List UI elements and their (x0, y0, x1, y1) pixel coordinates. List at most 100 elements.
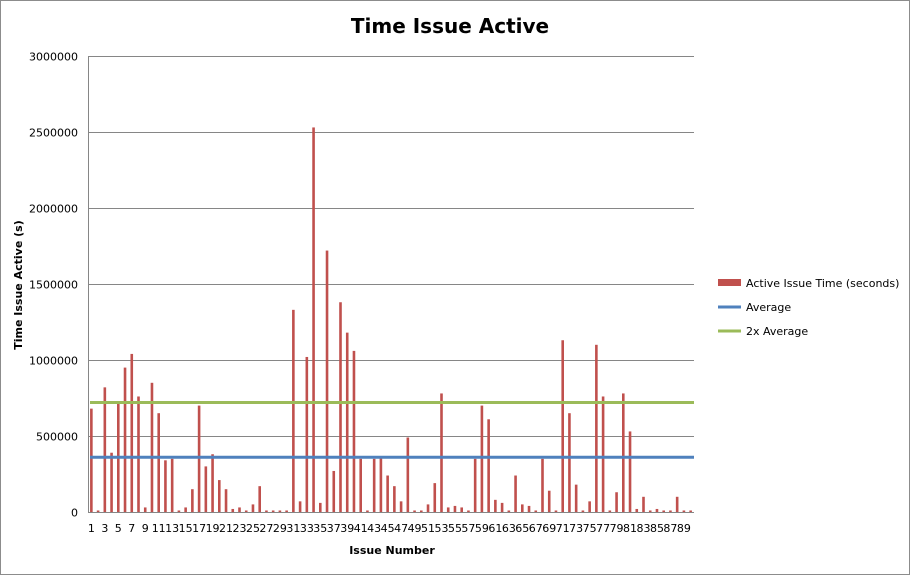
x-tick-label: 65 (515, 522, 529, 535)
bar-issue-64 (514, 475, 517, 512)
bar-issue-45 (386, 475, 389, 512)
bar-issue-9 (143, 507, 147, 512)
x-tick-label: 7 (128, 522, 135, 535)
x-tick-label: 37 (327, 522, 341, 535)
bar-issue-84 (648, 510, 652, 512)
bar-issue-85 (655, 508, 659, 512)
bar-issue-36 (325, 250, 329, 512)
bar-issue-6 (123, 367, 127, 512)
y-tick-label: 1000000 (29, 355, 78, 368)
bar-issue-13 (170, 458, 174, 512)
x-tick-label: 77 (596, 522, 610, 535)
bar-issue-72 (568, 413, 571, 512)
bar-issue-75 (588, 501, 591, 512)
bar-issue-89 (682, 510, 686, 512)
x-tick-label: 59 (475, 522, 489, 535)
bar-issue-24 (244, 510, 248, 512)
x-tick-label: 5 (115, 522, 122, 535)
bar-issue-90 (689, 510, 692, 512)
x-tick-label: 35 (313, 522, 327, 535)
bar-issue-20 (218, 480, 221, 512)
bar-issue-29 (278, 510, 282, 512)
bar-issue-30 (285, 510, 288, 512)
bar-issue-26 (258, 486, 261, 512)
bar-issue-11 (157, 413, 160, 512)
bar-issue-21 (224, 489, 228, 512)
bar-issue-19 (211, 454, 214, 512)
x-tick-label: 9 (142, 522, 149, 535)
legend-label: 2x Average (746, 325, 808, 338)
x-tick-label: 87 (663, 522, 677, 535)
bar-issue-47 (399, 501, 403, 512)
x-tick-label: 33 (300, 522, 314, 535)
bar-issue-52 (433, 483, 437, 512)
bar-issue-60 (487, 419, 490, 512)
x-tick-label: 27 (259, 522, 273, 535)
y-tick-label: 2000000 (29, 203, 78, 216)
y-axis-title: Time Issue Active (s) (12, 220, 25, 349)
bar-issue-44 (379, 457, 383, 512)
x-tick-label: 55 (448, 522, 462, 535)
y-tick-label: 1500000 (29, 279, 78, 292)
bar-issue-69 (547, 490, 551, 512)
x-tick-label: 3 (101, 522, 108, 535)
bar-issue-12 (164, 460, 167, 512)
bar-issue-53 (440, 393, 443, 512)
bar-issue-80 (622, 393, 625, 512)
x-tick-label: 15 (179, 522, 193, 535)
bar-issue-51 (426, 504, 430, 512)
x-tick-label: 79 (610, 522, 624, 535)
bar-issue-35 (319, 502, 322, 512)
bar-issue-39 (345, 332, 349, 512)
legend: Active Issue Time (seconds) Average 2x Ave… (718, 277, 899, 338)
bar-issue-74 (581, 510, 585, 512)
x-tick-label: 69 (542, 522, 556, 535)
bar-issue-71 (561, 340, 564, 512)
bar-issue-63 (507, 510, 511, 512)
bar-issue-41 (359, 458, 362, 512)
bar-issue-76 (595, 344, 598, 512)
legend-label: Active Issue Time (seconds) (746, 277, 899, 290)
bar-issue-50 (420, 510, 423, 512)
bar-issue-78 (608, 510, 612, 512)
bar-issue-37 (332, 470, 336, 512)
x-tick-label: 83 (637, 522, 651, 535)
bar-issue-33 (305, 356, 309, 512)
x-tick-label: 61 (488, 522, 502, 535)
bar-issue-15 (184, 507, 187, 512)
bar-issue-73 (574, 484, 578, 512)
x-tick-label: 49 (408, 522, 422, 535)
bar-issue-22 (231, 508, 235, 512)
bar-issue-10 (150, 382, 154, 512)
bar-issue-87 (669, 510, 672, 512)
bar-issue-48 (406, 437, 410, 512)
bar-issue-58 (473, 458, 477, 512)
bar-issue-46 (393, 486, 396, 512)
x-tick-label: 31 (286, 522, 300, 535)
x-tick-label: 21 (219, 522, 233, 535)
x-tick-label: 67 (529, 522, 543, 535)
x-tick-label: 45 (381, 522, 395, 535)
x-tick-label: 81 (623, 522, 637, 535)
bar-issue-2 (96, 510, 100, 512)
reference-lines (90, 401, 694, 459)
bar-issue-34 (312, 127, 315, 512)
bar-issue-8 (137, 396, 140, 512)
bar-issue-62 (500, 502, 504, 512)
bar-issue-68 (541, 458, 544, 512)
x-tick-label: 47 (394, 522, 408, 535)
bar-issue-42 (366, 510, 369, 512)
x-tick-label: 89 (677, 522, 691, 535)
bar-issue-1 (90, 408, 93, 512)
x-tick-label: 13 (165, 522, 179, 535)
bar-issue-38 (339, 302, 342, 512)
bar-issue-67 (534, 510, 538, 512)
x-tick-label: 57 (461, 522, 475, 535)
bar-issue-56 (460, 507, 463, 512)
chart-title: Time Issue Active (351, 14, 549, 38)
bar-issue-31 (292, 309, 295, 512)
axes: 0 500000 1000000 1500000 2000000 2500000 30000… (29, 51, 694, 535)
y-tick-label: 500000 (36, 431, 78, 444)
bar-issue-77 (601, 396, 605, 512)
x-tick-label: 71 (556, 522, 570, 535)
